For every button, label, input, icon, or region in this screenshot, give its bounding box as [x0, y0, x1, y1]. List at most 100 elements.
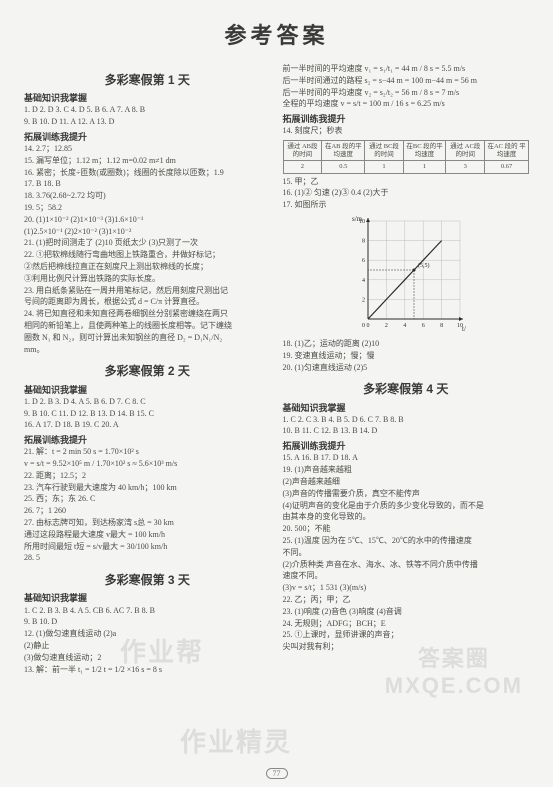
- text-line: 14. 刻度尺；秒表: [283, 126, 530, 137]
- text-line: 18. 3.76(2.68~2.72 均可): [24, 191, 271, 202]
- table-cell: 通过 AC段 的时间: [446, 141, 485, 161]
- svg-text:6: 6: [421, 323, 424, 329]
- table-cell: 1: [403, 161, 446, 173]
- text-line: 1. C 2. B 3. B 4. A 5. CB 6. AC 7. B 8. …: [24, 606, 271, 617]
- table-cell: 1: [365, 161, 403, 173]
- table-cell: 通过 BC段 的时间: [365, 141, 403, 161]
- text-line: 16. (1)② 匀速 (2)③ 0.4 (2)大于: [283, 188, 530, 199]
- text-line: 13. 解：前一半 t₁ = 1/2 t = 1/2 ×16 s = 8 s: [24, 665, 271, 676]
- text-line: 速度不同。: [283, 571, 530, 582]
- text-line: 24. 将已知直径和未知直径两卷细钢丝分别紧密缠绕在两只: [24, 309, 271, 320]
- text-line: 不同。: [283, 548, 530, 559]
- text-line: 通过这段路程最大速度 v最大 = 100 km/h: [24, 530, 271, 541]
- text-line: 25. ①上课时，显师讲课的声音；: [283, 630, 530, 641]
- text-line: 24. 无规则；ADFG；BCH；E: [283, 619, 530, 630]
- text-line: 15. A 16. B 17. D 18. A: [283, 453, 530, 464]
- svg-text:t/s: t/s: [462, 325, 466, 333]
- table-cell: 0.67: [485, 161, 529, 173]
- line-chart: 02468102468100(5,5)t/ss/m: [346, 215, 466, 335]
- day1-title: 多彩寒假第 1 天: [24, 72, 271, 88]
- text-line: 28. 5: [24, 553, 271, 564]
- svg-text:4: 4: [403, 323, 406, 329]
- day2-ext-head: 拓展训练我提升: [24, 434, 271, 446]
- text-line: 23. 用白纸条紧贴在一周并用笔标记，然后用刻度尺测出记: [24, 286, 271, 297]
- text-line: 所用时间最短 t短 = s/v最大 = 30/100 km/h: [24, 542, 271, 553]
- table-cell: 0.5: [322, 161, 365, 173]
- day2-basic-head: 基础知识我掌握: [24, 384, 271, 396]
- text-line: 19. (1)声音越来越粗: [283, 465, 530, 476]
- text-line: 相同的新铅笔上，且使两种笔上的线圈长度相等。记下缠绕: [24, 321, 271, 332]
- day4-basic-head: 基础知识我掌握: [283, 402, 530, 414]
- text-line: 1. D 2. B 3. D 4. A 5. B 6. D 7. C 8. C: [24, 397, 271, 408]
- page-footer: 77: [0, 768, 553, 779]
- chart-svg: 02468102468100(5,5)t/ss/m: [346, 215, 466, 335]
- table-cell: 3: [446, 161, 485, 173]
- text-line: 后一半时间通过的路程 s₂ = s−44 m = 100 m−44 m = 56…: [283, 76, 530, 87]
- day1-basic-head: 基础知识我掌握: [24, 92, 271, 104]
- text-line: 9. B 10. C 11. D 12. B 13. D 14. B 15. C: [24, 409, 271, 420]
- svg-text:8: 8: [440, 323, 443, 329]
- text-line: ②然后把棉线拉直正在刻度尺上测出软棉线的长度；: [24, 262, 271, 273]
- text-line: 圈数 N₁ 和 N₂，则可计算出未知钢丝的直径 D₂ = D₁N₁/N₂: [24, 333, 271, 344]
- table-cell: 在BC 段的平 均速度: [403, 141, 446, 161]
- day1-ext-head: 拓展训练我提升: [24, 131, 271, 143]
- text-line: 由其本身的变化导致的。: [283, 512, 530, 523]
- svg-text:0: 0: [362, 323, 365, 329]
- text-line: 全程的平均速度 v = s/t = 100 m / 16 s = 6.25 m/…: [283, 99, 530, 110]
- text-line: (2)介质种类 声音在水、海水、冰、铁等不同介质中传播: [283, 560, 530, 571]
- text-line: 12. (1)做匀速直线运动 (2)a: [24, 629, 271, 640]
- svg-text:8: 8: [362, 239, 365, 245]
- table-row: 2 0.5 1 1 3 0.67: [283, 161, 529, 173]
- page-number: 77: [266, 768, 288, 779]
- text-line: 22. 乙；丙；甲；乙: [283, 595, 530, 606]
- table-cell: 在AC 段的 平均速度: [485, 141, 529, 161]
- text-line: 20. 500；不能: [283, 524, 530, 535]
- two-column-layout: 多彩寒假第 1 天 基础知识我掌握 1. D 2. D 3. C 4. D 5.…: [24, 64, 529, 676]
- text-line: (4)证明声音的变化是由于介质的多少变化导致的，而不是: [283, 501, 530, 512]
- day3-title: 多彩寒假第 3 天: [24, 572, 271, 588]
- text-line: 10. B 11. C 12. B 13. B 14. D: [283, 426, 530, 437]
- watermark: 作业精灵: [180, 722, 292, 759]
- svg-text:0: 0: [366, 323, 369, 329]
- text-line: 23. 汽车行驶到最大速度为 40 km/h；100 km: [24, 483, 271, 494]
- text-line: (3)做匀速直线运动；2: [24, 653, 271, 664]
- text-line: (2)声音越来越细: [283, 477, 530, 488]
- text-line: 22. ①把软棉线随行弯曲地图上铁路重合，并做好标记；: [24, 250, 271, 261]
- text-line: (3)v = s/t；1 531 (3)(m/s): [283, 583, 530, 594]
- left-column: 多彩寒假第 1 天 基础知识我掌握 1. D 2. D 3. C 4. D 5.…: [24, 64, 271, 676]
- text-line: 21. 解：t = 2 min 50 s = 1.70×10² s: [24, 447, 271, 458]
- svg-text:2: 2: [362, 297, 365, 303]
- text-line: 尖叫对我有利；: [283, 642, 530, 653]
- text-line: mm。: [24, 345, 271, 356]
- text-line: 17. 如图所示: [283, 200, 530, 211]
- text-line: (3)声音的传播需要介质，真空不能传声: [283, 489, 530, 500]
- day3-basic-head: 基础知识我掌握: [24, 592, 271, 604]
- text-line: 23. (1)响度 (2)音色 (3)响度 (4)音调: [283, 607, 530, 618]
- day2-title: 多彩寒假第 2 天: [24, 363, 271, 379]
- text-line: 20. (1)1×10⁻² (2)1×10⁻³ (3)1.6×10⁻¹: [24, 215, 271, 226]
- text-line: 25. 西；东；东 26. C: [24, 494, 271, 505]
- text-line: (1)2.5×10⁻¹ (2)2×10⁻² (3)1×10⁻²: [24, 227, 271, 238]
- text-line: 号间的距离即为周长，根据公式 d = C/π 计算直径。: [24, 297, 271, 308]
- table-cell: 2: [283, 161, 322, 173]
- text-line: v = s/t = 9.52×10⁵ m / 1.70×10² s ≈ 5.6×…: [24, 459, 271, 470]
- text-line: 15. 漏写单位；1.12 m；1.12 m=0.02 m≠1 dm: [24, 156, 271, 167]
- table-cell: 通过 AB段 的时间: [283, 141, 322, 161]
- svg-text:s/m: s/m: [352, 215, 363, 223]
- svg-text:6: 6: [362, 258, 365, 264]
- svg-text:4: 4: [362, 278, 365, 284]
- text-line: 后一半时间的平均速度 v₂ = s₂/t₂ = 56 m / 8 s = 7 m…: [283, 88, 530, 99]
- text-line: 21. (1)把时间测走了 (2)10 页纸太少 (3)只测了一次: [24, 238, 271, 249]
- main-title: 参考答案: [24, 18, 529, 50]
- text-line: ③利用比例尺计算出铁路的实际长度。: [24, 274, 271, 285]
- text-line: 9. B 10. D 11. A 12. A 13. D: [24, 117, 271, 128]
- text-line: (2)静止: [24, 641, 271, 652]
- table-row: 通过 AB段 的时间 在AB 段的平 均速度 通过 BC段 的时间 在BC 段的…: [283, 141, 529, 161]
- text-line: 17. B 18. B: [24, 179, 271, 190]
- svg-text:2: 2: [385, 323, 388, 329]
- day4-title: 多彩寒假第 4 天: [283, 381, 530, 397]
- text-line: 27. 由标志牌可知，到达杨家湾 s总 = 30 km: [24, 518, 271, 529]
- svg-text:(5,5): (5,5): [418, 262, 430, 269]
- table-cell: 在AB 段的平 均速度: [322, 141, 365, 161]
- text-line: 25. (1)温度 因为在 5℃、15℃、20℃的水中的传播速度: [283, 536, 530, 547]
